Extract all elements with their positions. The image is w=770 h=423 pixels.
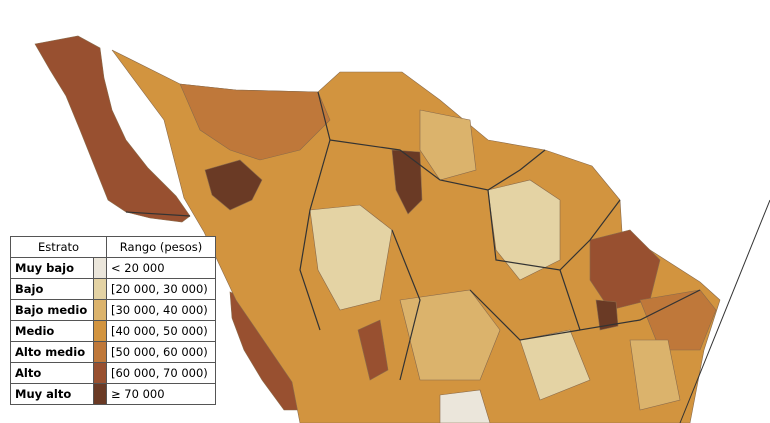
legend-header: Estrato Rango (pesos) [10,236,216,258]
legend-row: Bajo [20 000, 30 000) [10,278,216,300]
stratum-swatch [93,320,107,342]
stratum-label: Muy alto [10,383,94,405]
chihuahua-light [419,109,477,181]
stratum-range: [50 000, 60 000) [106,341,216,363]
border [391,229,421,381]
stratum-swatch [93,299,107,321]
stratum-label: Alto medio [10,341,94,363]
stratum-swatch [93,383,107,405]
stratum-swatch [93,362,107,384]
zacatecas [399,289,501,381]
jalisco-light [439,389,491,423]
stratum-label: Bajo medio [10,299,94,321]
border [299,91,331,331]
border [125,211,191,217]
stratum-swatch [93,278,107,300]
coahuila-light [487,179,561,281]
stratum-range: [60 000, 70 000) [106,362,216,384]
header-cell: Rango (pesos) [106,236,216,258]
sinaloa-coast [204,159,263,211]
legend-row: Muy bajo < 20 000 [10,257,216,279]
border [469,289,581,341]
legend-row: Alto [60 000, 70 000) [10,362,216,384]
stratum-range: [20 000, 30 000) [106,278,216,300]
baja-norte [34,35,191,223]
stratum-swatch [93,341,107,363]
legend-row: Bajo medio [30 000, 40 000) [10,299,216,321]
guanajuato [519,329,591,401]
state-borders [125,91,701,381]
stratum-range: ≥ 70 000 [106,383,216,405]
legend-row: Alto medio [50 000, 60 000) [10,341,216,363]
stratum-range: [40 000, 50 000) [106,320,216,342]
stratum-label: Bajo [10,278,94,300]
legend-body: Muy bajo < 20 000 Bajo [20 000, 30 000) Bajo… [10,257,216,405]
slp-dark [595,299,619,331]
legend-table: Estrato Rango (pesos) Muy bajo < 20 000 Ba… [10,236,216,405]
border [329,139,546,191]
sonora-east [179,83,331,161]
legend-row: Muy alto ≥ 70 000 [10,383,216,405]
durango-light [309,204,393,311]
header-cell: Estrato [10,236,107,258]
chihuahua-dark [391,149,423,215]
stratum-label: Alto [10,362,94,384]
stratum-swatch [93,257,107,279]
veracruz [629,339,681,411]
sinaloa-south [357,319,389,381]
stratum-range: < 20 000 [106,257,216,279]
stratum-label: Medio [10,320,94,342]
municipalities [34,35,721,423]
border [559,269,701,331]
frame-line [679,199,770,423]
stratum-range: [30 000, 40 000) [106,299,216,321]
stratum-label: Muy bajo [10,257,94,279]
legend-row: Medio [40 000, 50 000) [10,320,216,342]
